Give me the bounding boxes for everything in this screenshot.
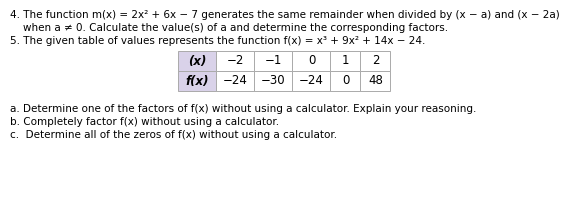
Bar xyxy=(361,51,390,71)
Text: −1: −1 xyxy=(265,55,282,67)
Bar xyxy=(361,71,390,91)
Text: 48: 48 xyxy=(368,74,383,88)
Text: when a ≠ 0. Calculate the value(s) of a and determine the corresponding factors.: when a ≠ 0. Calculate the value(s) of a … xyxy=(10,23,448,33)
Text: f(x): f(x) xyxy=(185,74,209,88)
Bar xyxy=(216,51,254,71)
Bar xyxy=(179,51,216,71)
Text: 0: 0 xyxy=(308,55,315,67)
Text: 2: 2 xyxy=(372,55,380,67)
Text: −2: −2 xyxy=(227,55,244,67)
Bar xyxy=(331,51,361,71)
Text: 5. The given table of values represents the function f(x) = x³ + 9x² + 14x − 24.: 5. The given table of values represents … xyxy=(10,36,426,46)
Text: 1: 1 xyxy=(342,55,349,67)
Text: b. Completely factor f(x) without using a calculator.: b. Completely factor f(x) without using … xyxy=(10,117,279,127)
Bar xyxy=(331,71,361,91)
Bar xyxy=(216,71,254,91)
Text: 4. The function m(x) = 2x² + 6x − 7 generates the same remainder when divided by: 4. The function m(x) = 2x² + 6x − 7 gene… xyxy=(10,10,560,20)
Text: (x): (x) xyxy=(188,55,207,67)
Text: −24: −24 xyxy=(299,74,324,88)
Text: 0: 0 xyxy=(342,74,349,88)
Text: −30: −30 xyxy=(261,74,286,88)
Bar xyxy=(254,71,292,91)
Bar xyxy=(292,51,331,71)
Text: a. Determine one of the factors of f(x) without using a calculator. Explain your: a. Determine one of the factors of f(x) … xyxy=(10,104,476,114)
Bar xyxy=(254,51,292,71)
Text: −24: −24 xyxy=(223,74,248,88)
Bar xyxy=(292,71,331,91)
Text: c.  Determine all of the zeros of f(x) without using a calculator.: c. Determine all of the zeros of f(x) wi… xyxy=(10,130,337,140)
Bar xyxy=(179,71,216,91)
